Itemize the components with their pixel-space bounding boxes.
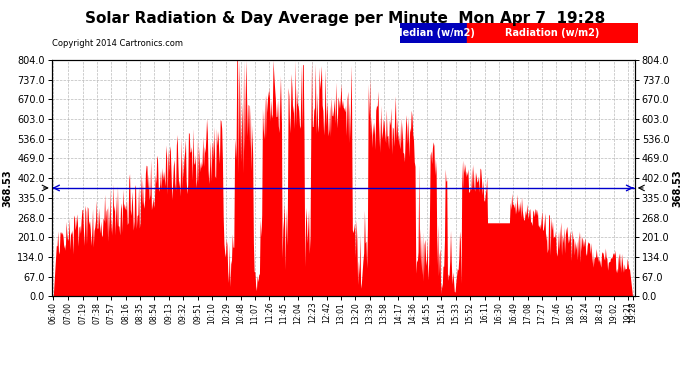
- Text: 368.53: 368.53: [2, 169, 12, 207]
- Text: Copyright 2014 Cartronics.com: Copyright 2014 Cartronics.com: [52, 39, 183, 48]
- Text: Median (w/m2): Median (w/m2): [393, 28, 475, 38]
- Bar: [467, 22, 638, 43]
- Text: 368.53: 368.53: [673, 169, 682, 207]
- Text: Radiation (w/m2): Radiation (w/m2): [505, 28, 600, 38]
- Text: Solar Radiation & Day Average per Minute  Mon Apr 7  19:28: Solar Radiation & Day Average per Minute…: [85, 11, 605, 26]
- Bar: [400, 22, 467, 43]
